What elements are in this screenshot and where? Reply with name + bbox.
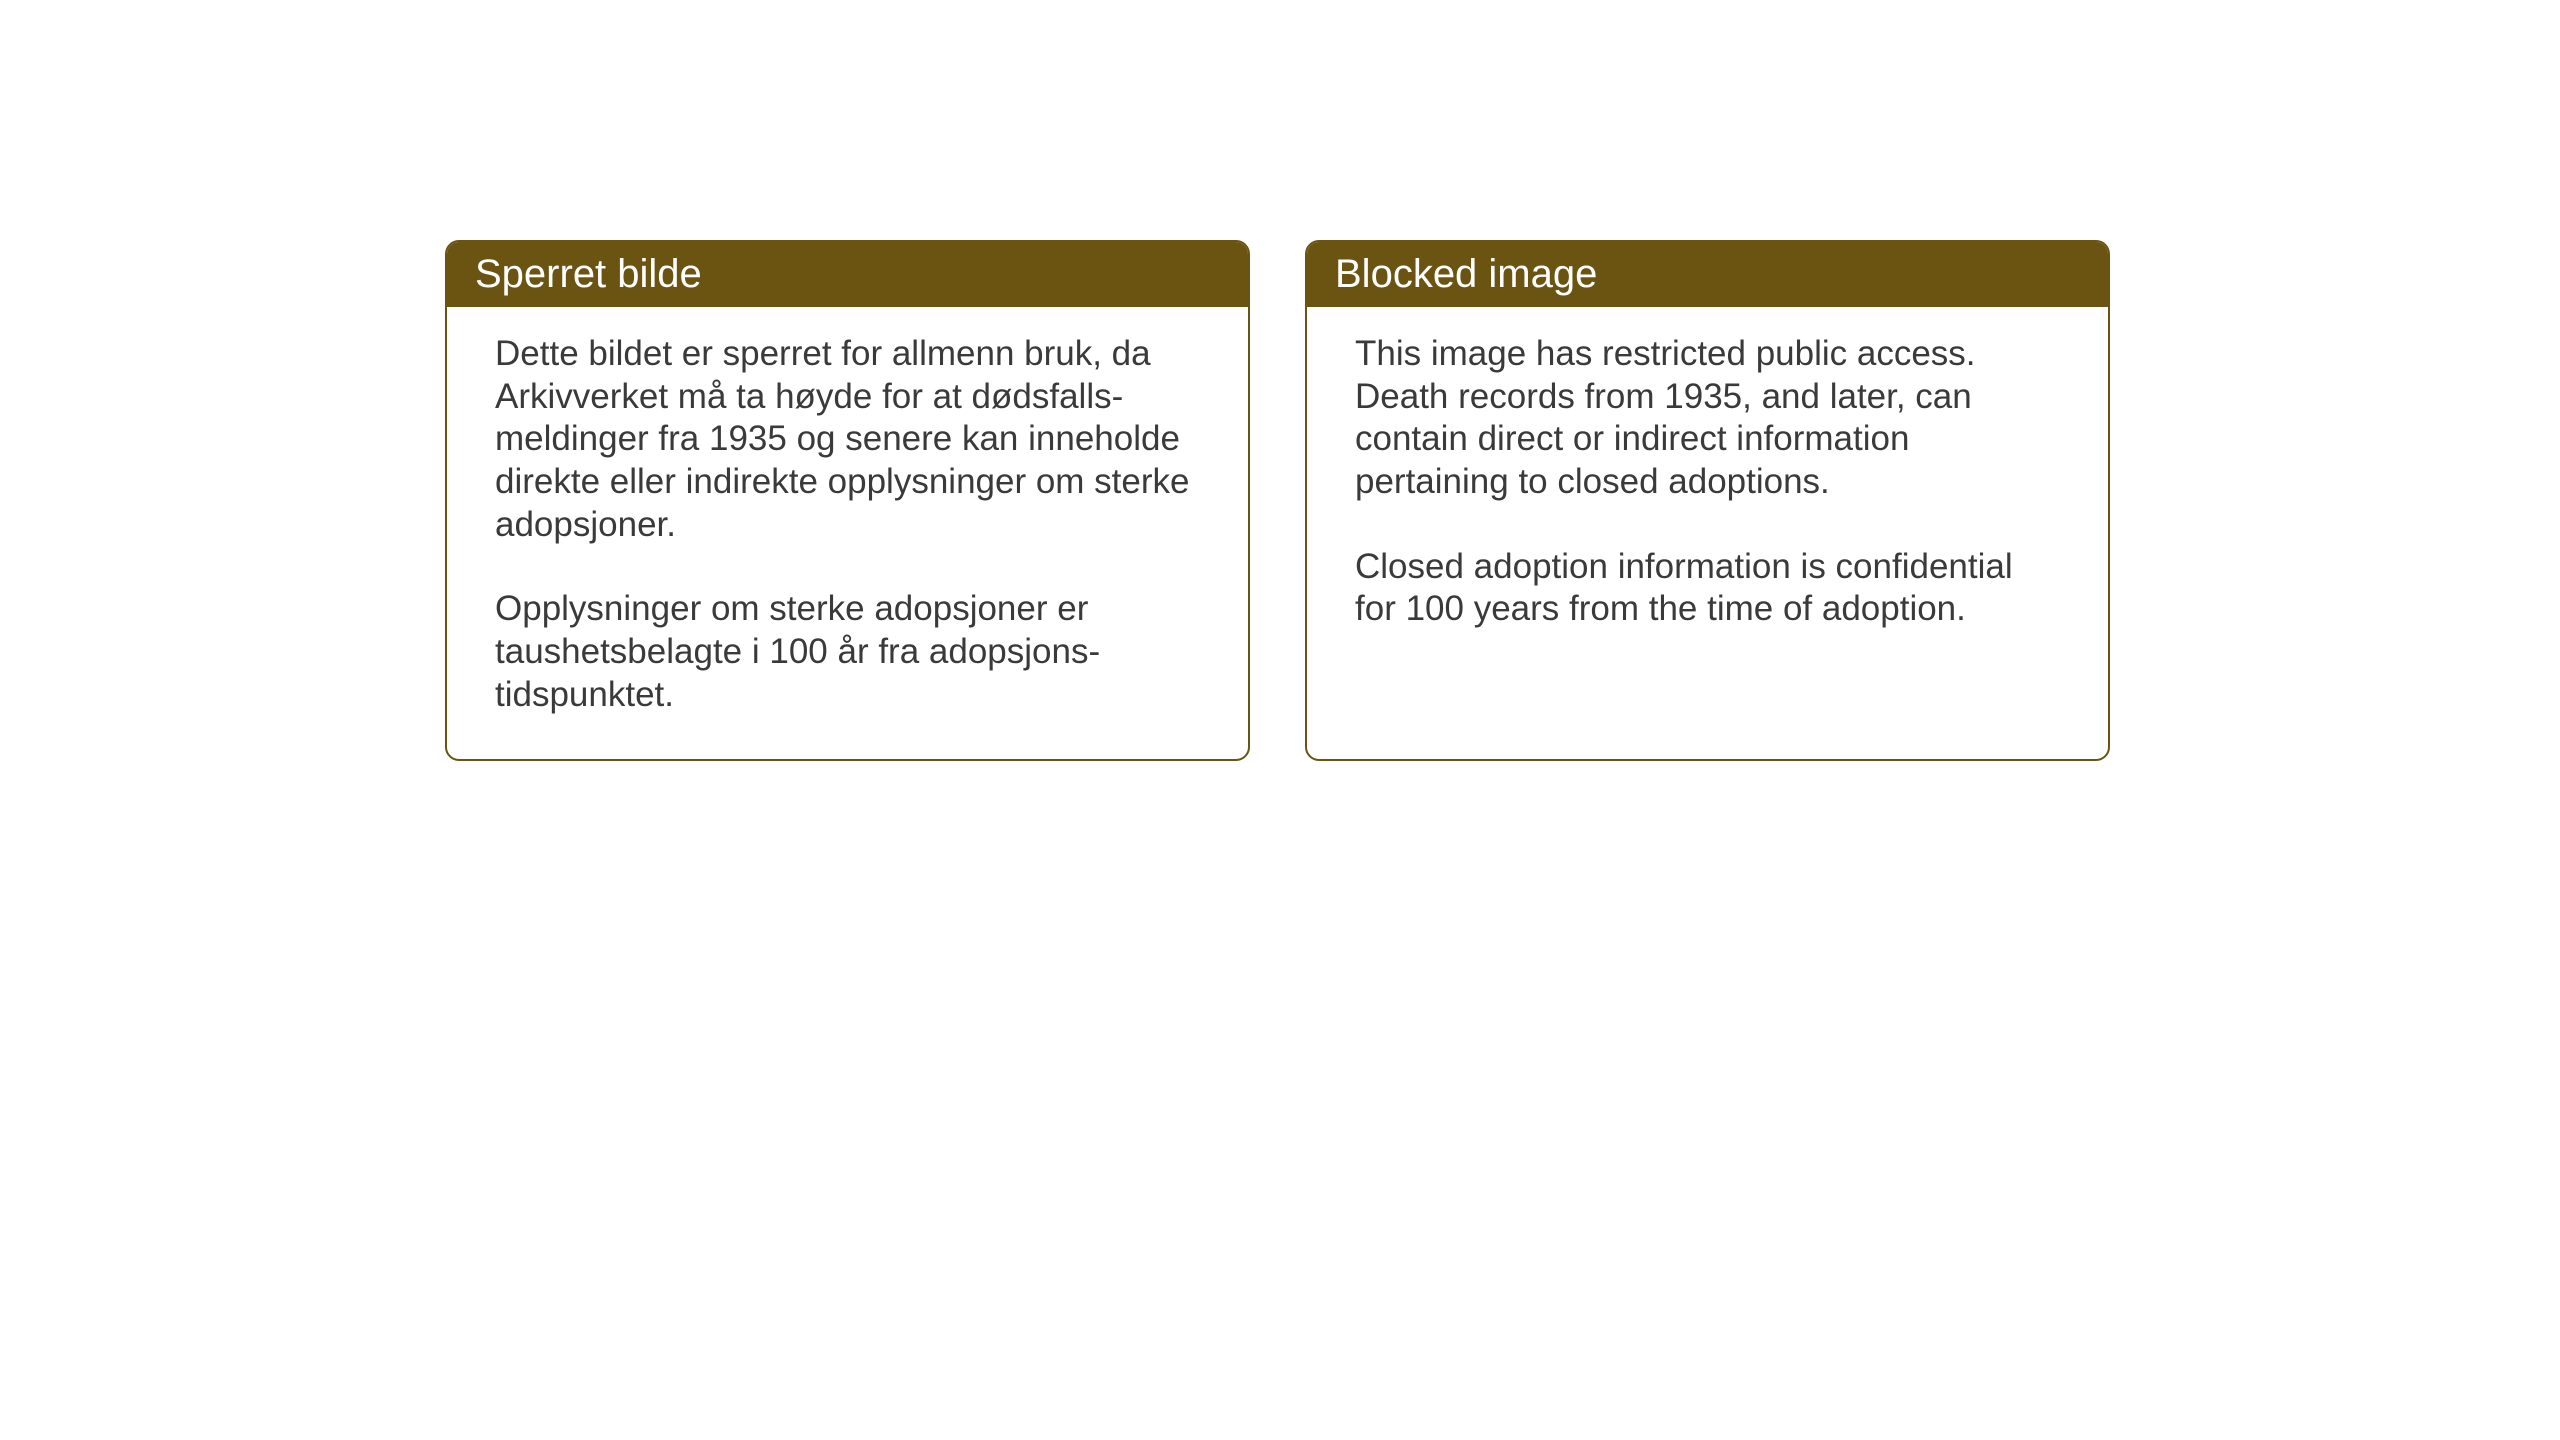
card-title-english: Blocked image (1335, 252, 1597, 296)
card-header-norwegian: Sperret bilde (447, 242, 1248, 307)
notice-container: Sperret bilde Dette bildet er sperret fo… (445, 240, 2110, 761)
notice-card-norwegian: Sperret bilde Dette bildet er sperret fo… (445, 240, 1250, 761)
card-body-english: This image has restricted public access.… (1307, 307, 2108, 673)
card-title-norwegian: Sperret bilde (475, 252, 702, 296)
notice-card-english: Blocked image This image has restricted … (1305, 240, 2110, 761)
card-paragraph-norwegian-2: Opplysninger om sterke adopsjoner er tau… (495, 588, 1200, 716)
card-header-english: Blocked image (1307, 242, 2108, 307)
card-paragraph-english-1: This image has restricted public access.… (1355, 333, 2060, 504)
card-paragraph-norwegian-1: Dette bildet er sperret for allmenn bruk… (495, 333, 1200, 546)
card-body-norwegian: Dette bildet er sperret for allmenn bruk… (447, 307, 1248, 759)
card-paragraph-english-2: Closed adoption information is confident… (1355, 546, 2060, 631)
